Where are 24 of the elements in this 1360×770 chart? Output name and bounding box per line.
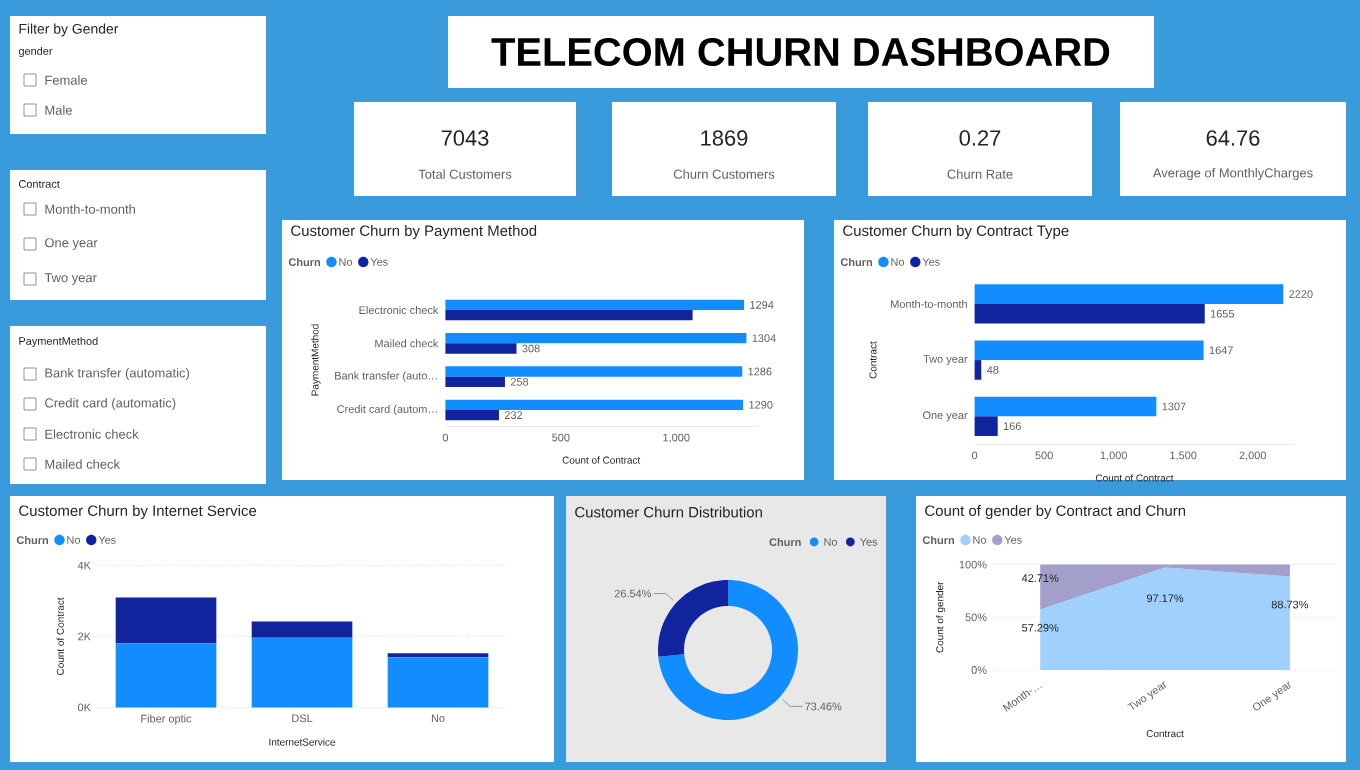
bar (445, 376, 505, 387)
bar (974, 360, 982, 380)
data-label: 7043 (441, 130, 489, 146)
bar (445, 409, 499, 421)
bar (445, 366, 743, 377)
bar (445, 343, 517, 354)
bar (445, 399, 744, 410)
text: TELECOM CHURN DASHBOARD (491, 37, 1110, 67)
bar (974, 416, 998, 436)
data-label: 0.27 (959, 130, 1001, 146)
bar (115, 597, 217, 644)
bar (251, 637, 353, 708)
bar (974, 396, 1157, 417)
bar (974, 303, 1205, 324)
bar (445, 299, 745, 311)
bar (115, 643, 217, 708)
bar (445, 333, 747, 344)
bar (387, 657, 489, 708)
bar (974, 340, 1204, 361)
data-label: 64.76 (1206, 130, 1260, 146)
bar (445, 310, 693, 321)
bar (251, 621, 353, 638)
bar (974, 284, 1284, 304)
data-label: 1869 (701, 130, 748, 146)
